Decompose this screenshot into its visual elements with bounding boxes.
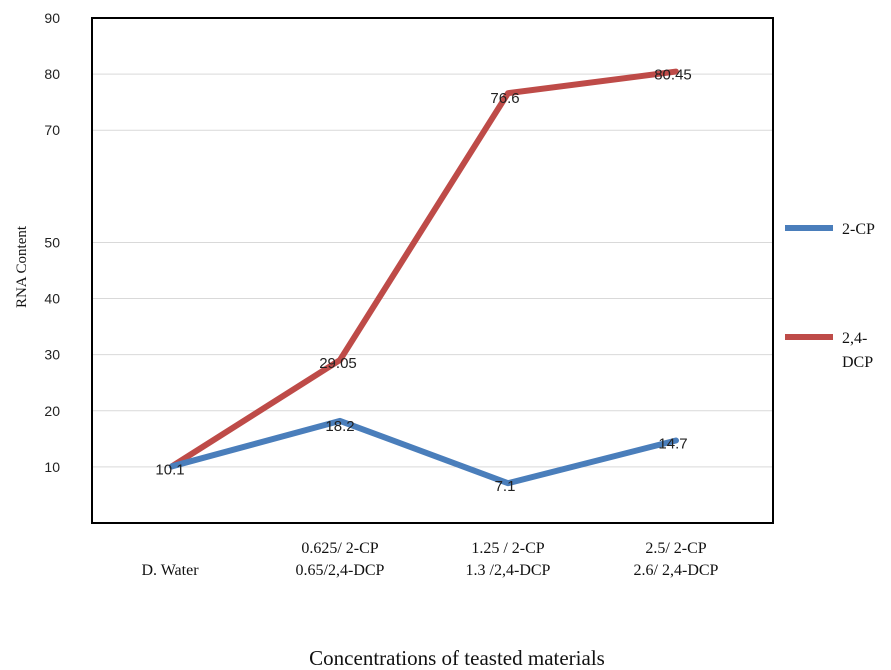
x-category-label: 2.6/ 2,4-DCP bbox=[634, 562, 719, 579]
data-label: 14.7 bbox=[658, 436, 687, 453]
data-label: 29.05 bbox=[319, 355, 357, 372]
series-lines bbox=[169, 68, 679, 487]
y-tick-label: 40 bbox=[44, 291, 60, 307]
y-tick-label: 50 bbox=[44, 234, 60, 250]
y-tick-label: 90 bbox=[44, 10, 60, 26]
plot-area bbox=[91, 17, 774, 524]
legend-label: DCP bbox=[842, 354, 873, 371]
x-category-label: 1.25 / 2-CP bbox=[471, 540, 544, 557]
data-label: 80.45 bbox=[654, 67, 692, 84]
data-labels: 18.2 7.1 14.7 10.1 29.05 76.6 80.45 bbox=[155, 67, 691, 496]
x-category-label: 2.5/ 2-CP bbox=[645, 540, 706, 557]
x-category-label: 0.65/2,4-DCP bbox=[296, 562, 385, 579]
data-label: 10.1 bbox=[155, 461, 184, 478]
legend-label: 2-CP bbox=[842, 221, 875, 238]
data-label: 7.1 bbox=[495, 478, 516, 495]
x-axis-categories: D. Water 0.625/ 2-CP 0.65/2,4-DCP 1.25 / 2-… bbox=[141, 540, 718, 579]
gridlines bbox=[92, 17, 773, 468]
data-label: 76.6 bbox=[490, 90, 519, 107]
x-category-label: 1.3 /2,4-DCP bbox=[466, 562, 551, 579]
y-axis-ticks: 10 20 30 40 50 70 80 90 bbox=[44, 10, 60, 475]
data-label: 18.2 bbox=[325, 418, 354, 435]
y-tick-label: 30 bbox=[44, 347, 60, 363]
x-axis-title: Concentrations of teasted materials bbox=[309, 646, 605, 670]
series-line-2-CP bbox=[169, 417, 679, 487]
y-tick-label: 70 bbox=[44, 122, 60, 138]
y-tick-label: 10 bbox=[44, 459, 60, 475]
y-tick-label: 80 bbox=[44, 66, 60, 82]
legend: 2-CP 2,4- DCP bbox=[785, 221, 875, 371]
y-tick-label: 20 bbox=[44, 403, 60, 419]
y-axis-title: RNA Content bbox=[14, 225, 30, 308]
series-line-2,4-DCP bbox=[169, 68, 679, 470]
legend-label: 2,4- bbox=[842, 330, 867, 347]
x-category-label: D. Water bbox=[141, 562, 199, 579]
x-category-label: 0.625/ 2-CP bbox=[301, 540, 378, 557]
